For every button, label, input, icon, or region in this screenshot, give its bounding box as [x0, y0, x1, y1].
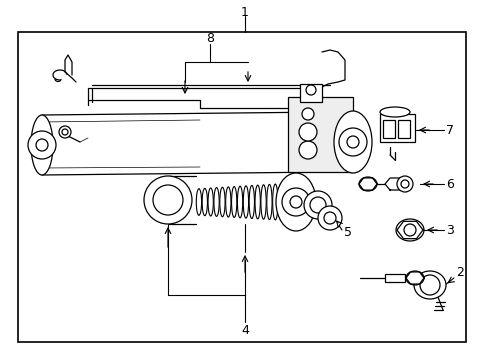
Ellipse shape: [213, 188, 219, 216]
Text: 7: 7: [445, 123, 453, 136]
Bar: [18, 32, 465, 342]
Text: 6: 6: [445, 177, 453, 190]
Circle shape: [400, 180, 408, 188]
Circle shape: [59, 126, 71, 138]
Circle shape: [304, 191, 331, 219]
Circle shape: [289, 196, 302, 208]
Ellipse shape: [249, 185, 254, 219]
Ellipse shape: [275, 173, 315, 231]
Circle shape: [346, 136, 358, 148]
Ellipse shape: [237, 186, 242, 218]
Circle shape: [143, 176, 192, 224]
Polygon shape: [384, 178, 404, 190]
Ellipse shape: [405, 271, 423, 285]
Ellipse shape: [202, 188, 207, 216]
Bar: [299, 84, 321, 102]
Ellipse shape: [284, 183, 289, 221]
Ellipse shape: [333, 111, 371, 173]
Text: 4: 4: [241, 324, 248, 337]
Ellipse shape: [358, 177, 376, 191]
Ellipse shape: [207, 188, 213, 216]
Circle shape: [282, 188, 309, 216]
Text: 2: 2: [455, 266, 463, 279]
Circle shape: [62, 129, 68, 135]
Circle shape: [305, 85, 315, 95]
Ellipse shape: [266, 184, 271, 220]
Ellipse shape: [219, 187, 224, 217]
Ellipse shape: [255, 185, 260, 219]
Ellipse shape: [272, 184, 277, 220]
Bar: [287, 97, 352, 172]
Bar: [397, 120, 409, 138]
Circle shape: [338, 128, 366, 156]
Circle shape: [298, 141, 316, 159]
Circle shape: [298, 123, 316, 141]
Circle shape: [28, 131, 56, 159]
Ellipse shape: [395, 219, 423, 241]
Circle shape: [419, 275, 439, 295]
Circle shape: [153, 185, 183, 215]
Circle shape: [396, 176, 412, 192]
Ellipse shape: [196, 189, 201, 215]
Circle shape: [403, 224, 415, 236]
Ellipse shape: [278, 184, 283, 220]
Text: 1: 1: [241, 5, 248, 18]
Text: 8: 8: [205, 32, 214, 45]
Text: 5: 5: [343, 225, 351, 239]
Ellipse shape: [231, 186, 236, 217]
Ellipse shape: [379, 107, 409, 117]
Ellipse shape: [413, 271, 445, 299]
Circle shape: [324, 212, 335, 224]
Ellipse shape: [225, 187, 230, 217]
Circle shape: [302, 108, 313, 120]
Circle shape: [309, 197, 325, 213]
Ellipse shape: [243, 186, 248, 218]
Bar: [384, 274, 404, 282]
Ellipse shape: [31, 115, 53, 175]
Bar: [382, 120, 394, 138]
Ellipse shape: [261, 185, 265, 219]
Circle shape: [36, 139, 48, 151]
Circle shape: [317, 206, 341, 230]
Bar: [379, 114, 414, 142]
Text: 3: 3: [445, 224, 453, 237]
